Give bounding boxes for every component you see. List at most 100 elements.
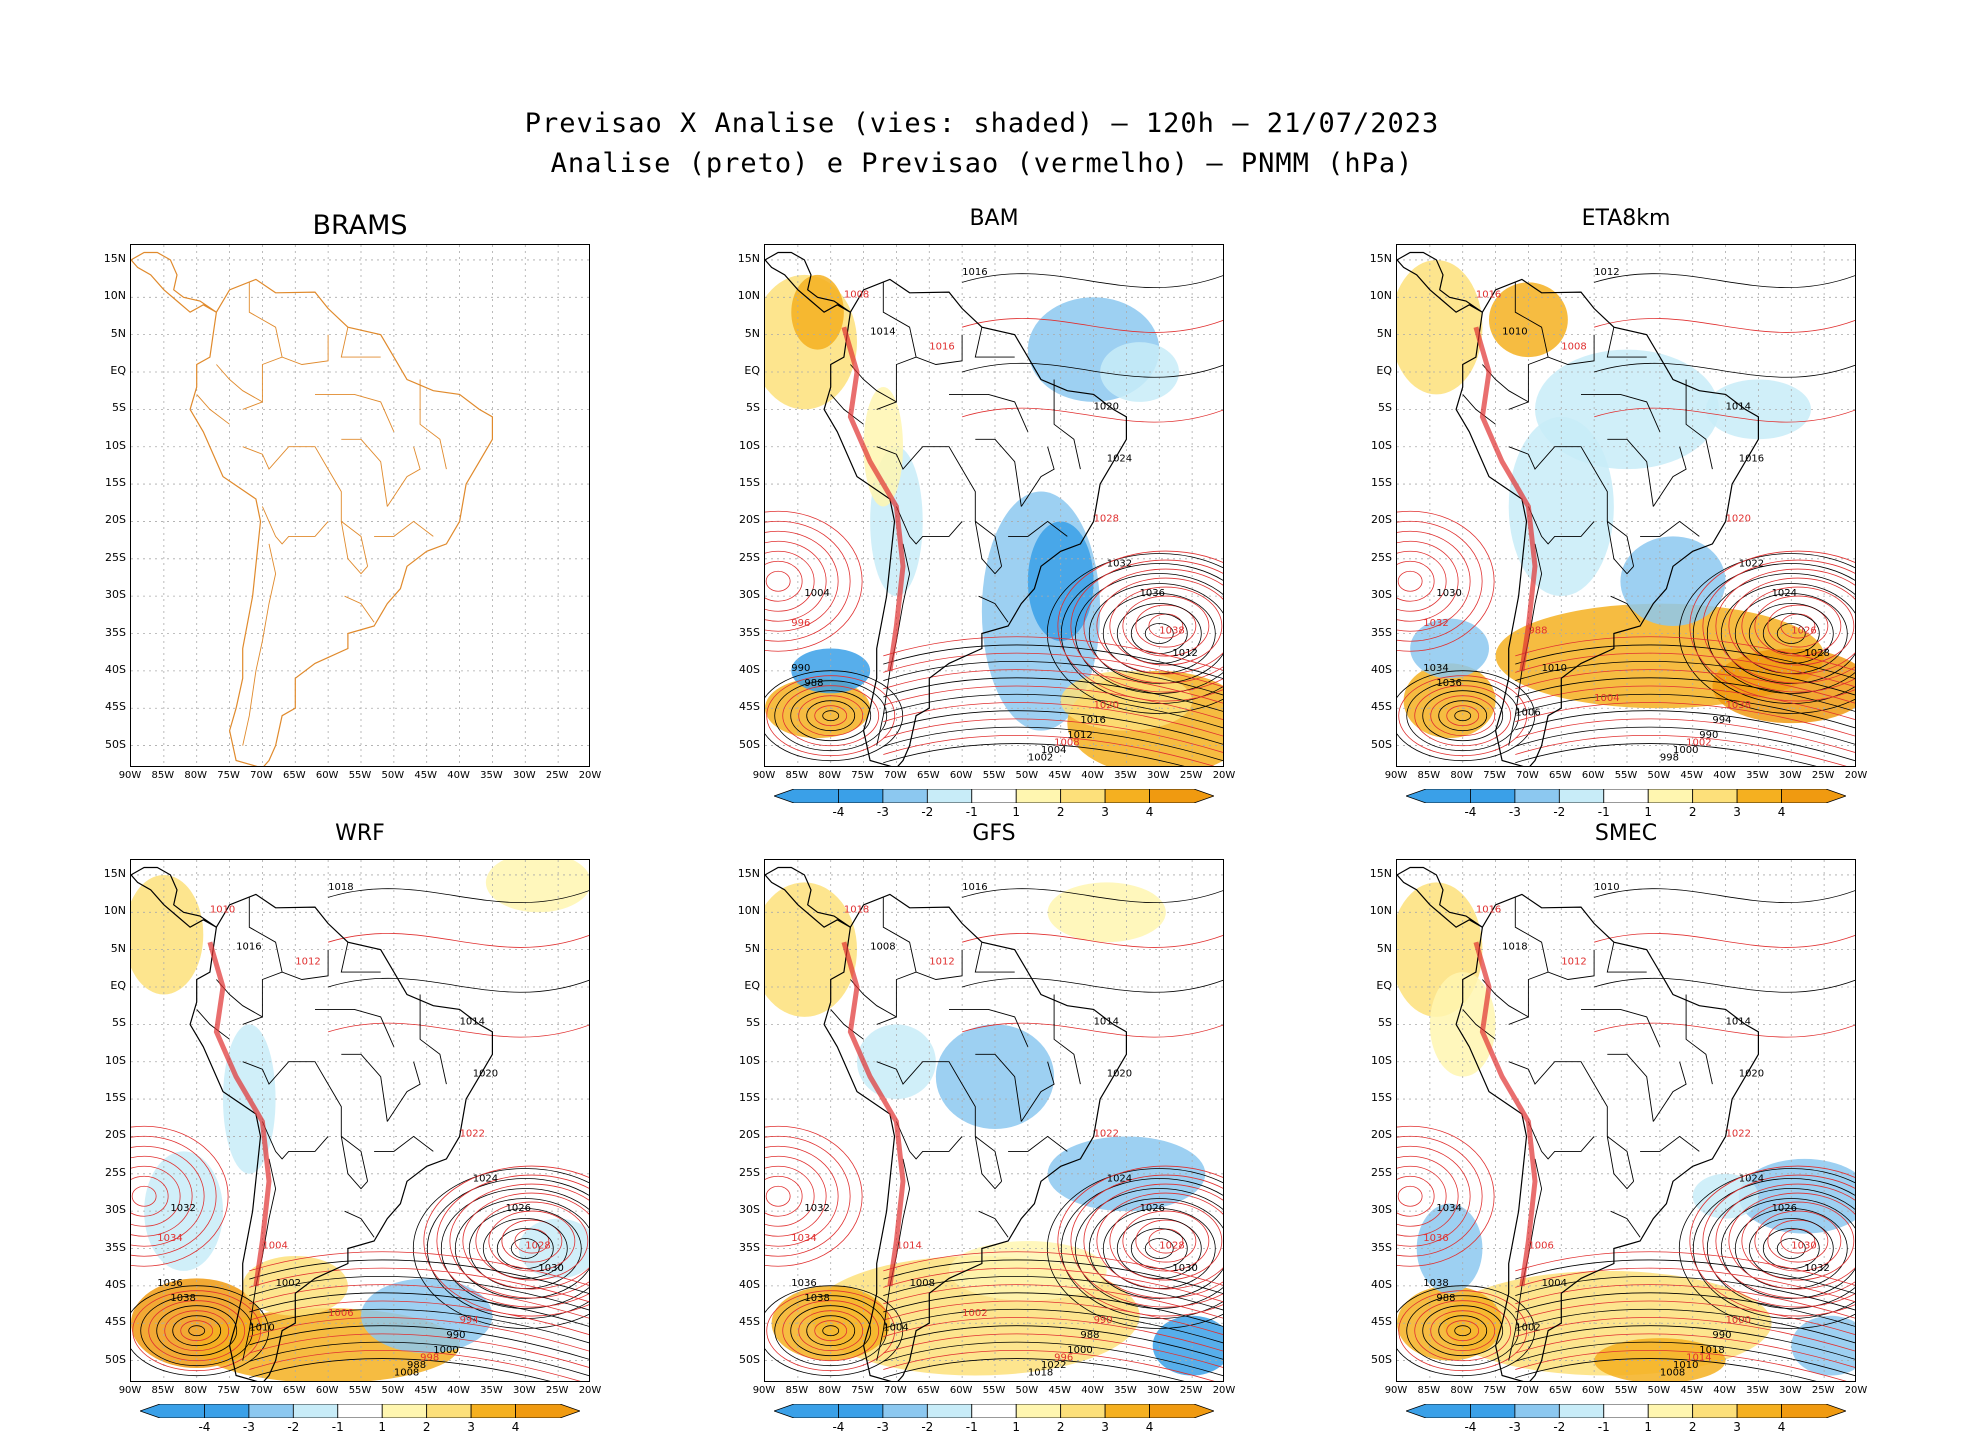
lat-label: 15S bbox=[739, 1091, 760, 1105]
isobar-low bbox=[806, 1315, 856, 1347]
isobar-zonal bbox=[1515, 1325, 1855, 1360]
isobar-label: 1032 bbox=[1423, 618, 1448, 629]
colorbar-label: -1 bbox=[331, 1420, 344, 1434]
lat-label: 15S bbox=[105, 1091, 126, 1105]
lon-label: 70W bbox=[1516, 770, 1539, 781]
isobar-analysis bbox=[1144, 1238, 1174, 1259]
isobar-zonal bbox=[883, 743, 1185, 766]
isobar-label: 1016 bbox=[1476, 289, 1501, 300]
isobar-label: 1004 bbox=[1542, 1278, 1567, 1289]
isobar-forecast bbox=[1715, 1183, 1855, 1299]
isobar-label: 1008 bbox=[394, 1368, 419, 1379]
lon-label: 20W bbox=[1212, 1385, 1236, 1396]
country-border bbox=[1606, 521, 1634, 575]
isobar-forecast bbox=[1135, 604, 1197, 648]
country-border bbox=[261, 506, 329, 545]
lon-label: 50W bbox=[1647, 770, 1671, 781]
country-border bbox=[386, 1061, 421, 1122]
country-border bbox=[974, 1136, 1002, 1190]
country-border bbox=[1610, 595, 1641, 623]
country-border bbox=[374, 520, 434, 537]
lon-label: 40W bbox=[1081, 1385, 1104, 1396]
country-border bbox=[1581, 1008, 1661, 1047]
lon-label: 45W bbox=[1048, 1385, 1072, 1396]
bias-shading bbox=[863, 386, 903, 507]
andes-contours bbox=[1473, 941, 1538, 1287]
country-border bbox=[340, 1136, 368, 1190]
isobar-forecast bbox=[765, 1155, 827, 1237]
lat-label: EQ bbox=[744, 364, 760, 377]
country-border bbox=[975, 438, 1022, 507]
country-border bbox=[876, 446, 1003, 567]
map-brams bbox=[130, 244, 590, 767]
lat-label: 10N bbox=[737, 904, 760, 918]
country-border bbox=[1508, 334, 1595, 410]
isobar-zonal bbox=[883, 1325, 1223, 1360]
lat-label: 45S bbox=[739, 700, 760, 714]
isobar-low bbox=[790, 690, 872, 742]
lon-label: 55W bbox=[1614, 770, 1638, 781]
lon-label: 30W bbox=[1778, 1385, 1802, 1396]
isobar-low bbox=[188, 1325, 206, 1337]
isobar-forecast bbox=[765, 540, 827, 622]
isobar-label: 1016 bbox=[929, 342, 954, 353]
isobar-low bbox=[131, 1285, 270, 1377]
isobar-zonal bbox=[249, 1275, 589, 1311]
isobar-zonal bbox=[1515, 1308, 1855, 1344]
lat-label: 5N bbox=[110, 326, 126, 340]
colorbar-label: 3 bbox=[1733, 805, 1741, 819]
lon-label: 30W bbox=[1146, 1385, 1170, 1396]
isobar-north bbox=[328, 888, 589, 903]
isobar-analysis bbox=[1692, 1178, 1855, 1319]
colorbar-segment bbox=[971, 789, 1017, 803]
isobar-zonal bbox=[883, 652, 1223, 688]
lon-label: 60W bbox=[315, 770, 339, 781]
isobar-analysis bbox=[510, 1238, 540, 1259]
lon-label: 80W bbox=[184, 1385, 208, 1396]
isobar-label: 1026 bbox=[1140, 1203, 1165, 1214]
isobar-zonal bbox=[1515, 652, 1855, 688]
lat-label: 5S bbox=[746, 1016, 760, 1030]
isobar-label: 1012 bbox=[1561, 957, 1586, 968]
colorbar-segment bbox=[1149, 789, 1214, 803]
lon-label: 90W bbox=[1384, 770, 1408, 781]
country-border bbox=[974, 942, 1015, 973]
country-border bbox=[1514, 897, 1549, 973]
lon-label: 25W bbox=[1811, 770, 1835, 781]
isobar-label: 1022 bbox=[1094, 1128, 1119, 1139]
lat-label: 35S bbox=[739, 625, 760, 639]
country-border bbox=[419, 379, 447, 470]
isobar-low bbox=[1446, 705, 1480, 727]
lon-label: 70W bbox=[250, 770, 273, 781]
isobar-zonal bbox=[883, 1259, 1223, 1294]
bias-shading bbox=[518, 1218, 589, 1279]
lat-label: 10S bbox=[105, 438, 126, 452]
lat-label: 20S bbox=[739, 1128, 760, 1142]
lat-label: 50S bbox=[105, 737, 126, 751]
isobar-label: 1004 bbox=[883, 1323, 908, 1334]
colorbar-label: 3 bbox=[1101, 805, 1109, 819]
colorbar-segment bbox=[1736, 1404, 1782, 1418]
isobar-low bbox=[1430, 695, 1496, 737]
isobar-label: 1018 bbox=[1502, 942, 1527, 953]
panel-smec: SMEC 1016 1010 1018 1012 1014 1020 1022 1024 1026… bbox=[1370, 821, 1868, 1436]
isobar-low bbox=[790, 1305, 872, 1357]
isobar-zonal bbox=[249, 1333, 589, 1368]
bias-shading bbox=[1410, 618, 1489, 679]
lon-label: 85W bbox=[151, 1385, 175, 1396]
isobar-forecast bbox=[1109, 1201, 1223, 1281]
colorbar-segment bbox=[1647, 1404, 1694, 1418]
isobar-analysis bbox=[482, 1218, 568, 1279]
lat-label: 10N bbox=[103, 904, 126, 918]
country-border bbox=[978, 1210, 1009, 1238]
colorbar bbox=[774, 1404, 1214, 1418]
isobar-label: 1006 bbox=[328, 1308, 353, 1319]
isobar-low bbox=[782, 1300, 880, 1362]
isobar-label: 1018 bbox=[1699, 1345, 1724, 1356]
isobar-forecast bbox=[1397, 1185, 1423, 1207]
colorbar-segment bbox=[1603, 1404, 1649, 1418]
isobar-forecast bbox=[436, 1174, 589, 1308]
country-border bbox=[340, 327, 381, 358]
colorbar-label: -1 bbox=[965, 805, 978, 819]
isobar-north bbox=[1594, 362, 1855, 378]
